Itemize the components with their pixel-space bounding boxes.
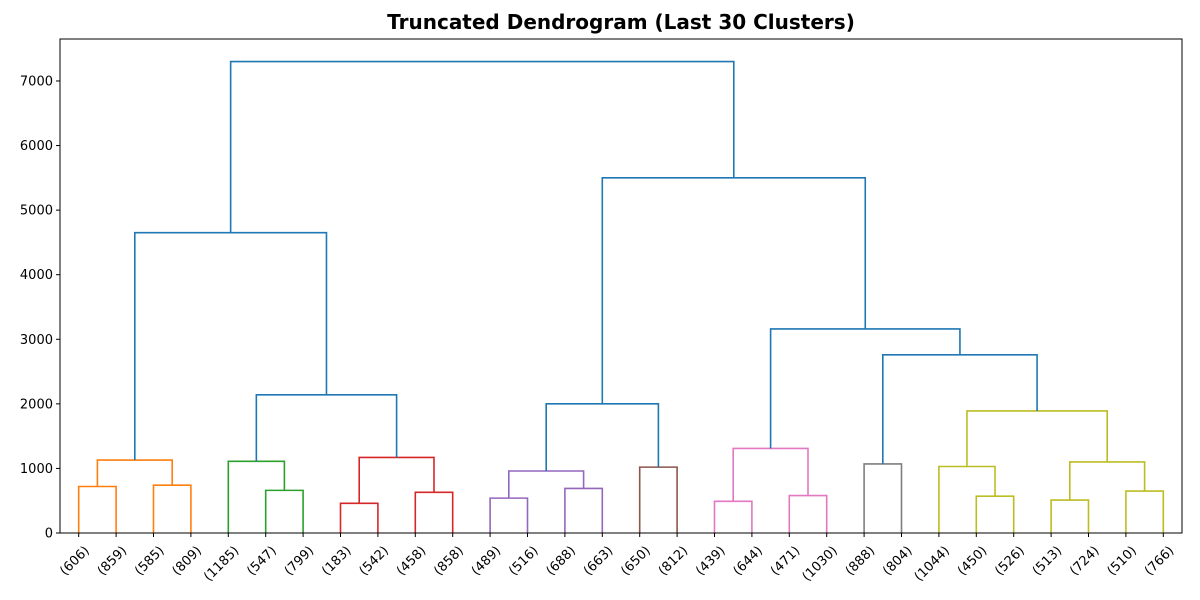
dendrogram-link [152, 484, 192, 533]
y-tick-label: 4000 [20, 268, 53, 283]
y-tick-label: 2000 [20, 397, 53, 412]
dendrogram-link [601, 177, 867, 404]
dendrogram-link [255, 394, 398, 462]
y-tick-label: 3000 [20, 333, 53, 348]
x-tick-label: (1030) [800, 543, 841, 584]
x-tick-label: (489) [469, 543, 504, 578]
dendrogram-link [227, 460, 286, 533]
x-tick-label: (513) [1030, 543, 1065, 578]
dendrogram-link [882, 353, 1038, 464]
x-tick-label: (526) [992, 543, 1027, 578]
plot-frame [59, 38, 1183, 534]
dendrogram-link [938, 465, 996, 533]
dendrogram-link [134, 231, 328, 461]
dendrogram-link [358, 456, 435, 504]
dendrogram-links [77, 60, 1165, 533]
y-axis: 0 1000 2000 3000 4000 5000 6000 7000 [20, 74, 60, 542]
dendrogram-link [489, 497, 529, 533]
x-tick-label: (644) [731, 543, 766, 578]
x-tick-label: (1044) [912, 543, 953, 584]
dendrogram-link [713, 500, 753, 533]
y-tick-label: 5000 [20, 204, 53, 219]
dendrogram-link [638, 466, 678, 533]
x-tick-label: (688) [544, 543, 579, 578]
x-tick-label: (183) [319, 543, 354, 578]
y-tick-label: 6000 [20, 139, 53, 154]
dendrogram-link [414, 491, 454, 533]
dendrogram-link [339, 502, 379, 533]
x-tick-label: (663) [581, 543, 616, 578]
dendrogram-link [264, 489, 304, 533]
dendrogram-link [975, 495, 1015, 533]
x-tick-label: (766) [1142, 543, 1177, 578]
dendrogram-link [788, 494, 828, 533]
dendrogram-link [863, 463, 903, 533]
x-tick-label: (439) [693, 543, 728, 578]
x-tick-label: (799) [282, 543, 317, 578]
x-tick-label: (585) [132, 543, 167, 578]
dendrogram-link [1050, 499, 1090, 533]
x-axis: (606) (859) (585) (809)(1185) (547) (799) (183… [57, 533, 1177, 585]
x-tick-label: (812) [656, 543, 691, 578]
dendrogram-link [545, 403, 660, 472]
dendrogram-link [77, 485, 117, 533]
y-tick-label: 0 [45, 527, 53, 542]
x-tick-label: (804) [880, 543, 915, 578]
x-tick-label: (458) [394, 543, 429, 578]
x-tick-label: (888) [843, 543, 878, 578]
dendrogram-link [96, 459, 173, 487]
x-tick-label: (1185) [201, 543, 242, 584]
x-tick-label: (471) [768, 543, 803, 578]
x-tick-label: (859) [95, 543, 130, 578]
y-tick-label: 1000 [20, 462, 53, 477]
x-tick-label: (809) [170, 543, 205, 578]
x-tick-label: (547) [244, 543, 279, 578]
chart-title: Truncated Dendrogram (Last 30 Clusters) [387, 10, 855, 34]
x-tick-label: (510) [1105, 543, 1140, 578]
x-tick-label: (516) [506, 543, 541, 578]
dendrogram-link [508, 470, 585, 499]
dendrogram-link [732, 447, 809, 502]
x-tick-label: (724) [1067, 543, 1102, 578]
dendrogram-link [1125, 490, 1165, 533]
x-tick-label: (650) [618, 543, 653, 578]
y-tick-label: 7000 [20, 74, 53, 89]
dendrogram-link [229, 60, 735, 233]
x-tick-label: (606) [57, 543, 92, 578]
x-tick-label: (450) [955, 543, 990, 578]
x-tick-label: (542) [357, 543, 392, 578]
dendrogram-link [564, 487, 604, 533]
dendrogram-link [966, 410, 1108, 467]
x-tick-label: (858) [431, 543, 466, 578]
dendrogram-link [769, 328, 961, 449]
dendrogram-link [1069, 461, 1146, 501]
